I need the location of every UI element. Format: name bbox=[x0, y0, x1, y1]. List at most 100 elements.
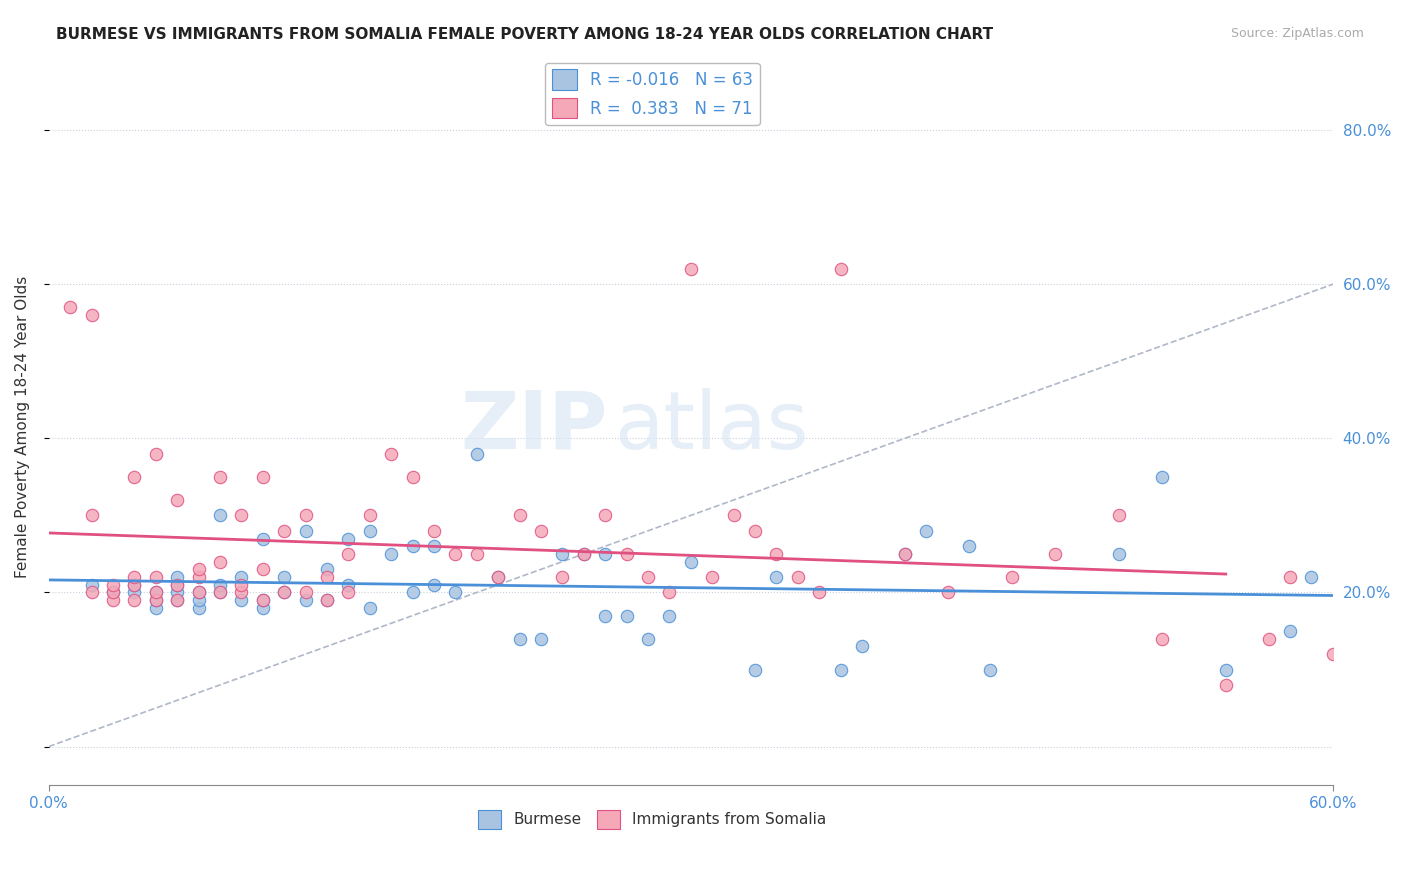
Point bbox=[124, 585, 146, 599]
Point bbox=[1001, 570, 1024, 584]
Point bbox=[765, 547, 787, 561]
Point bbox=[915, 524, 938, 538]
Point bbox=[1150, 632, 1173, 646]
Point bbox=[979, 663, 1001, 677]
Point bbox=[166, 585, 188, 599]
Point bbox=[359, 508, 381, 523]
Point bbox=[530, 524, 553, 538]
Point bbox=[145, 593, 167, 607]
Point bbox=[80, 585, 103, 599]
Point bbox=[231, 593, 253, 607]
Point bbox=[124, 578, 146, 592]
Point bbox=[423, 524, 446, 538]
Point bbox=[80, 308, 103, 322]
Point bbox=[380, 547, 402, 561]
Y-axis label: Female Poverty Among 18-24 Year Olds: Female Poverty Among 18-24 Year Olds bbox=[15, 276, 30, 578]
Point bbox=[530, 632, 553, 646]
Point bbox=[231, 508, 253, 523]
Point bbox=[208, 555, 231, 569]
Point bbox=[187, 600, 209, 615]
Point bbox=[124, 570, 146, 584]
Point bbox=[894, 547, 917, 561]
Point bbox=[124, 593, 146, 607]
Point bbox=[1257, 632, 1279, 646]
Point bbox=[593, 608, 616, 623]
Point bbox=[830, 261, 852, 276]
Point bbox=[444, 547, 467, 561]
Point bbox=[486, 570, 509, 584]
Point bbox=[337, 585, 360, 599]
Point bbox=[187, 562, 209, 576]
Text: ZIP: ZIP bbox=[460, 388, 607, 466]
Point bbox=[273, 570, 295, 584]
Point bbox=[101, 585, 124, 599]
Point bbox=[273, 524, 295, 538]
Point bbox=[486, 570, 509, 584]
Point bbox=[101, 593, 124, 607]
Point bbox=[1278, 570, 1301, 584]
Point bbox=[80, 578, 103, 592]
Point bbox=[572, 547, 595, 561]
Point bbox=[231, 570, 253, 584]
Text: atlas: atlas bbox=[614, 388, 808, 466]
Point bbox=[166, 493, 188, 508]
Point bbox=[616, 547, 638, 561]
Point bbox=[124, 578, 146, 592]
Point bbox=[208, 508, 231, 523]
Point bbox=[1301, 570, 1323, 584]
Point bbox=[252, 562, 274, 576]
Point bbox=[1108, 508, 1130, 523]
Point bbox=[465, 447, 488, 461]
Point bbox=[509, 508, 531, 523]
Point bbox=[401, 470, 423, 484]
Point bbox=[637, 570, 659, 584]
Point bbox=[1215, 663, 1237, 677]
Point bbox=[593, 508, 616, 523]
Point bbox=[359, 524, 381, 538]
Point bbox=[166, 578, 188, 592]
Point bbox=[465, 547, 488, 561]
Point bbox=[957, 539, 980, 553]
Point bbox=[187, 585, 209, 599]
Text: BURMESE VS IMMIGRANTS FROM SOMALIA FEMALE POVERTY AMONG 18-24 YEAR OLDS CORRELAT: BURMESE VS IMMIGRANTS FROM SOMALIA FEMAL… bbox=[56, 27, 994, 42]
Point bbox=[145, 593, 167, 607]
Point bbox=[187, 570, 209, 584]
Point bbox=[658, 608, 681, 623]
Point bbox=[337, 578, 360, 592]
Point bbox=[145, 585, 167, 599]
Point bbox=[252, 532, 274, 546]
Point bbox=[1278, 624, 1301, 638]
Point bbox=[1150, 470, 1173, 484]
Point bbox=[145, 585, 167, 599]
Point bbox=[744, 524, 766, 538]
Point bbox=[572, 547, 595, 561]
Point bbox=[316, 562, 339, 576]
Point bbox=[294, 585, 316, 599]
Legend: Burmese, Immigrants from Somalia: Burmese, Immigrants from Somalia bbox=[472, 804, 832, 835]
Point bbox=[401, 585, 423, 599]
Point bbox=[744, 663, 766, 677]
Point bbox=[101, 578, 124, 592]
Point bbox=[252, 593, 274, 607]
Point bbox=[124, 470, 146, 484]
Point bbox=[936, 585, 959, 599]
Point bbox=[145, 570, 167, 584]
Point bbox=[231, 585, 253, 599]
Point bbox=[231, 578, 253, 592]
Point bbox=[894, 547, 917, 561]
Point bbox=[679, 261, 702, 276]
Point bbox=[59, 301, 82, 315]
Point bbox=[423, 539, 446, 553]
Point bbox=[1215, 678, 1237, 692]
Point bbox=[294, 524, 316, 538]
Point bbox=[166, 578, 188, 592]
Point bbox=[145, 600, 167, 615]
Point bbox=[1322, 647, 1344, 661]
Point bbox=[166, 593, 188, 607]
Point bbox=[208, 470, 231, 484]
Point bbox=[401, 539, 423, 553]
Point bbox=[208, 578, 231, 592]
Point bbox=[208, 585, 231, 599]
Point bbox=[551, 547, 574, 561]
Point bbox=[593, 547, 616, 561]
